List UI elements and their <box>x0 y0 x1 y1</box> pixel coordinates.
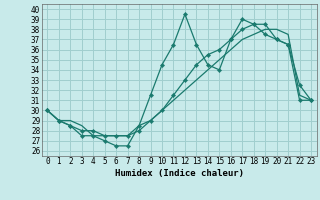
X-axis label: Humidex (Indice chaleur): Humidex (Indice chaleur) <box>115 169 244 178</box>
